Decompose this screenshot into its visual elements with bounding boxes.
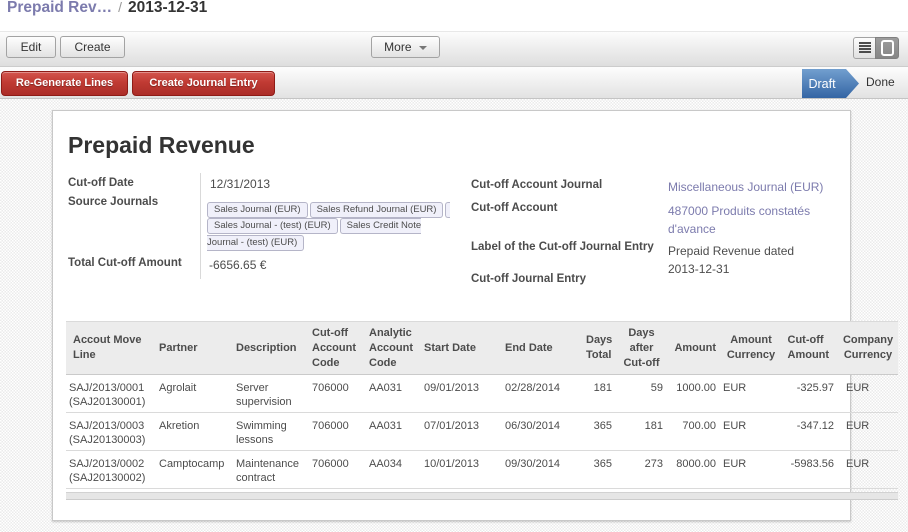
svg-text:Draft: Draft	[808, 77, 836, 91]
